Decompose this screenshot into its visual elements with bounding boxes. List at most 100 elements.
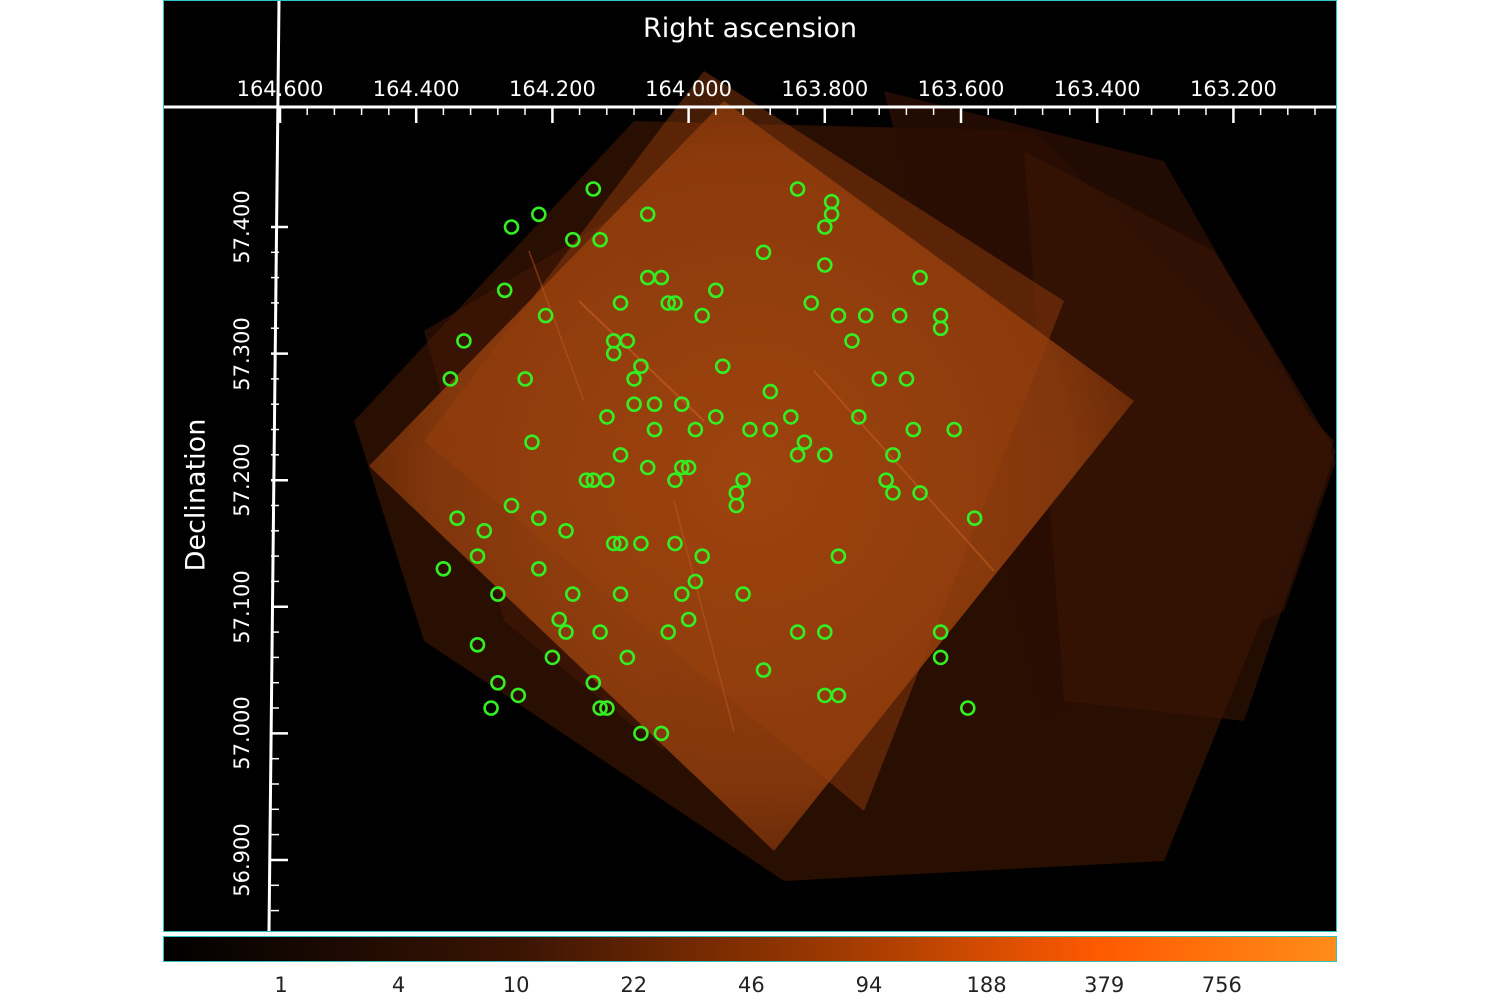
source-region-circle[interactable]: [578, 472, 595, 489]
source-region-circle[interactable]: [762, 421, 779, 438]
source-region-circle[interactable]: [639, 459, 656, 476]
source-region-circle[interactable]: [687, 421, 704, 438]
source-region-circle[interactable]: [898, 371, 915, 387]
source-region-circle[interactable]: [612, 586, 629, 602]
source-region-circle[interactable]: [694, 548, 711, 565]
source-region-circle[interactable]: [789, 181, 806, 197]
source-region-circle[interactable]: [564, 586, 581, 602]
source-region-circle[interactable]: [592, 231, 608, 248]
source-region-circle[interactable]: [633, 358, 649, 375]
source-region-circle[interactable]: [667, 295, 683, 311]
source-region-circle[interactable]: [449, 510, 465, 527]
source-region-circle[interactable]: [885, 447, 901, 463]
source-region-circle[interactable]: [932, 624, 949, 640]
source-region-circle[interactable]: [496, 282, 513, 299]
source-region-circle[interactable]: [585, 674, 602, 691]
source-region-circle[interactable]: [946, 421, 963, 438]
source-region-circle[interactable]: [871, 371, 888, 387]
source-region-circle[interactable]: [605, 345, 622, 362]
source-region-circle[interactable]: [667, 535, 683, 552]
source-region-circle[interactable]: [728, 497, 745, 514]
source-region-circle[interactable]: [435, 560, 452, 577]
source-region-circle[interactable]: [633, 725, 649, 742]
source-region-circle[interactable]: [878, 472, 894, 489]
source-region-circle[interactable]: [612, 447, 629, 463]
source-region-circle[interactable]: [816, 447, 833, 463]
source-region-circle[interactable]: [476, 522, 493, 539]
source-region-circle[interactable]: [490, 674, 506, 691]
source-region-circle[interactable]: [932, 649, 949, 666]
source-region-circle[interactable]: [612, 535, 629, 552]
source-region-circle[interactable]: [660, 295, 677, 311]
source-region-circle[interactable]: [816, 624, 833, 640]
source-region-circle[interactable]: [599, 700, 615, 716]
source-region-circle[interactable]: [469, 636, 486, 653]
source-region-circle[interactable]: [830, 307, 847, 324]
source-region-circle[interactable]: [789, 624, 806, 640]
source-region-circle[interactable]: [592, 700, 608, 716]
source-region-circle[interactable]: [517, 371, 534, 387]
source-region-circle[interactable]: [558, 522, 574, 539]
source-region-circle[interactable]: [524, 434, 540, 451]
source-region-circle[interactable]: [530, 206, 547, 223]
source-region-circle[interactable]: [891, 307, 908, 324]
source-region-circle[interactable]: [912, 485, 928, 501]
source-region-circle[interactable]: [442, 371, 459, 387]
source-region-circle[interactable]: [714, 358, 731, 375]
source-region-circle[interactable]: [680, 611, 697, 628]
source-region-circle[interactable]: [905, 421, 922, 438]
source-region-circle[interactable]: [592, 624, 608, 640]
sky-image[interactable]: [164, 1, 1336, 931]
source-region-circle[interactable]: [585, 181, 602, 197]
source-region-circle[interactable]: [551, 611, 568, 628]
source-region-circle[interactable]: [626, 371, 642, 387]
source-region-circle[interactable]: [789, 447, 806, 463]
source-region-circle[interactable]: [456, 333, 472, 349]
source-region-circle[interactable]: [830, 548, 847, 565]
image-viewer[interactable]: Right ascension Declination 164.600 164.4…: [163, 0, 1337, 932]
source-region-circle[interactable]: [885, 485, 901, 501]
source-region-circle[interactable]: [782, 409, 799, 425]
source-region-circle[interactable]: [530, 510, 547, 527]
source-region-circle[interactable]: [673, 459, 690, 476]
source-region-circle[interactable]: [755, 662, 772, 678]
source-region-circle[interactable]: [599, 472, 615, 489]
source-region-circle[interactable]: [490, 586, 506, 602]
source-region-circle[interactable]: [959, 700, 976, 716]
source-region-circle[interactable]: [735, 586, 751, 602]
source-region-circle[interactable]: [530, 560, 547, 577]
source-region-circle[interactable]: [816, 257, 833, 273]
source-region-circle[interactable]: [830, 687, 847, 704]
source-region-circle[interactable]: [537, 307, 554, 324]
colorbar[interactable]: [163, 936, 1337, 962]
source-region-circle[interactable]: [503, 219, 520, 235]
source-region-circle[interactable]: [469, 548, 486, 565]
source-region-circle[interactable]: [544, 649, 561, 666]
source-region-circle[interactable]: [735, 472, 751, 489]
source-region-circle[interactable]: [707, 282, 724, 299]
source-region-circle[interactable]: [619, 649, 636, 666]
source-region-circle[interactable]: [796, 434, 813, 451]
source-region-circle[interactable]: [558, 624, 574, 640]
source-region-circle[interactable]: [680, 459, 697, 476]
source-region-circle[interactable]: [762, 383, 779, 400]
source-region-circle[interactable]: [612, 295, 629, 311]
source-region-circle[interactable]: [633, 535, 649, 552]
source-region-circle[interactable]: [687, 573, 704, 590]
source-region-circle[interactable]: [653, 725, 670, 742]
source-region-circle[interactable]: [932, 320, 949, 337]
source-region-circle[interactable]: [912, 269, 928, 286]
source-region-circle[interactable]: [639, 206, 656, 223]
source-region-circle[interactable]: [510, 687, 527, 704]
source-region-circle[interactable]: [823, 206, 840, 223]
source-region-circle[interactable]: [503, 497, 520, 514]
source-region-circle[interactable]: [660, 624, 677, 640]
source-region-circle[interactable]: [653, 269, 670, 286]
source-region-circle[interactable]: [646, 396, 663, 413]
source-region-circle[interactable]: [755, 244, 772, 261]
source-region-circle[interactable]: [816, 219, 833, 235]
source-region-circle[interactable]: [844, 333, 860, 349]
source-region-circle[interactable]: [564, 231, 581, 248]
source-region-circle[interactable]: [626, 396, 642, 413]
source-region-circle[interactable]: [605, 535, 622, 552]
